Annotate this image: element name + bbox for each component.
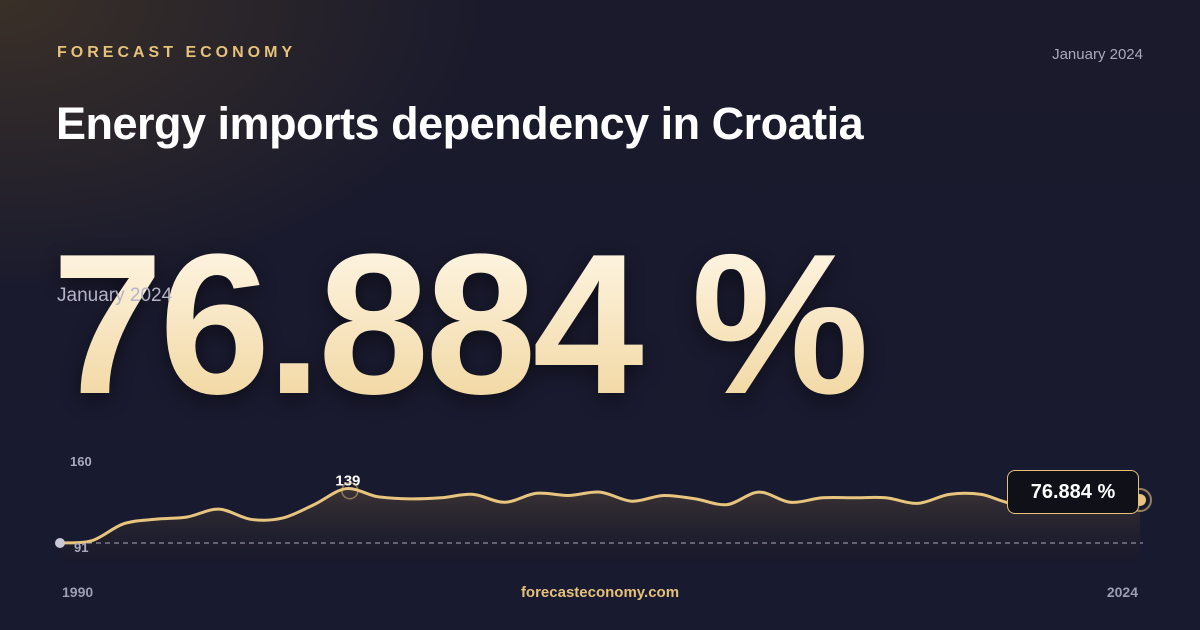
- start-marker: [55, 538, 65, 548]
- series-line: [58, 487, 1142, 545]
- peak-label: 139: [335, 473, 360, 490]
- chart-area: [60, 488, 1140, 565]
- brand-logo: FORECAST ECONOMY: [57, 44, 297, 61]
- last-value-callout: 76.884 %: [1007, 470, 1139, 514]
- page-title: Energy imports dependency in Croatia: [56, 98, 864, 149]
- x-axis-start-label: 1990: [62, 584, 94, 600]
- x-axis-end-label: 2024: [1106, 584, 1138, 600]
- headline-value: 76.884 %: [52, 213, 869, 436]
- report-date: January 2024: [1052, 46, 1143, 63]
- footer-site-link[interactable]: forecasteconomy.com: [520, 584, 680, 601]
- peak-marker: [341, 481, 359, 500]
- headline-date: January 2024: [57, 285, 173, 306]
- y-tick-label: 91: [74, 540, 88, 555]
- y-tick-label: 160: [70, 454, 92, 469]
